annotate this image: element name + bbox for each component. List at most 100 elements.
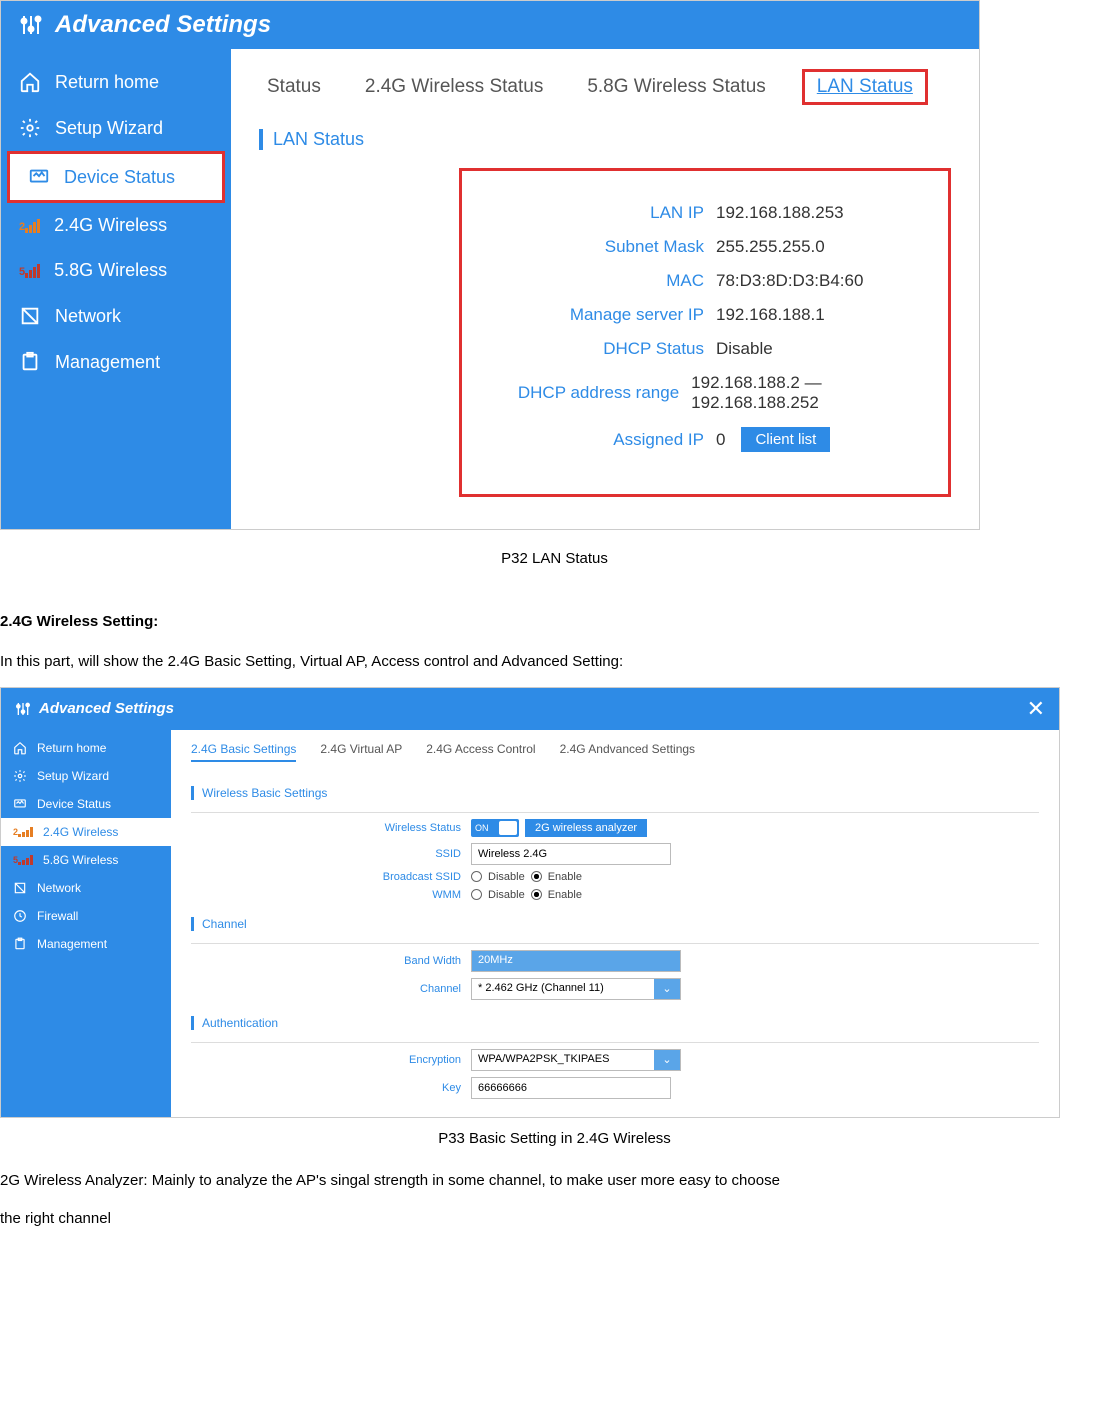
tab-access-control[interactable]: 2.4G Access Control <box>426 742 535 762</box>
lan-status-window: Advanced Settings Return home Setup Wiza… <box>0 0 980 530</box>
key-input[interactable] <box>471 1077 671 1099</box>
tabs: 2.4G Basic Settings 2.4G Virtual AP 2.4G… <box>191 742 1039 762</box>
content-area: Status 2.4G Wireless Status 5.8G Wireles… <box>231 49 979 529</box>
sidebar-item-management[interactable]: Management <box>1 339 231 385</box>
sidebar-item-return-home[interactable]: Return home <box>1 59 231 105</box>
sliders-icon <box>19 13 43 37</box>
section-channel-title: Channel <box>191 917 247 931</box>
wmm-enable-radio[interactable] <box>531 889 542 900</box>
assigned-ip-label: Assigned IP <box>486 430 716 450</box>
sidebar: Return home Setup Wizard Device Status 2… <box>1 49 231 529</box>
sidebar-label: Setup Wizard <box>37 769 109 783</box>
sidebar-label: 2.4G Wireless <box>43 825 118 839</box>
tab-basic-settings[interactable]: 2.4G Basic Settings <box>191 742 296 762</box>
tab-status[interactable]: Status <box>259 72 329 102</box>
analyzer-description-1: 2G Wireless Analyzer: Mainly to analyze … <box>0 1167 1109 1196</box>
dhcp-status-value: Disable <box>716 339 773 359</box>
sidebar-item-58g-wireless[interactable]: 5 5.8G Wireless <box>1 248 231 293</box>
signal-2g-icon: 2 <box>13 827 33 837</box>
broadcast-ssid-label: Broadcast SSID <box>191 871 471 883</box>
sidebar-item-network[interactable]: Network <box>1 293 231 339</box>
manage-server-value: 192.168.188.1 <box>716 305 825 325</box>
section-auth-title: Authentication <box>191 1016 278 1030</box>
home-icon <box>13 741 27 755</box>
lan-status-panel: LAN IP192.168.188.253 Subnet Mask255.255… <box>459 168 951 497</box>
tab-24g-status[interactable]: 2.4G Wireless Status <box>357 72 551 102</box>
sidebar-label: Management <box>37 937 107 951</box>
ssid-input[interactable] <box>471 843 671 865</box>
key-label: Key <box>191 1082 471 1094</box>
sidebar-label: Network <box>37 881 81 895</box>
encryption-select[interactable]: WPA/WPA2PSK_TKIPAES⌄ <box>471 1049 681 1071</box>
sidebar-label: 5.8G Wireless <box>43 853 118 867</box>
management-icon <box>19 351 41 373</box>
mac-label: MAC <box>486 271 716 291</box>
analyzer-description-2: the right channel <box>0 1205 1109 1234</box>
sidebar-label: Device Status <box>64 167 175 188</box>
signal-5g-icon: 5 <box>13 855 33 865</box>
tab-virtual-ap[interactable]: 2.4G Virtual AP <box>320 742 402 762</box>
figure-caption-2: P33 Basic Setting in 2.4G Wireless <box>0 1130 1109 1147</box>
section-title: LAN Status <box>259 129 951 150</box>
sidebar-item-firewall[interactable]: Firewall <box>1 902 171 930</box>
broadcast-ssid-radio-group: Disable Enable <box>471 871 582 883</box>
sidebar-item-setup-wizard[interactable]: Setup Wizard <box>1 762 171 790</box>
firewall-icon <box>13 909 27 923</box>
chevron-down-icon: ⌄ <box>654 1050 680 1070</box>
sidebar-item-device-status[interactable]: Device Status <box>1 790 171 818</box>
monitor-icon <box>13 797 27 811</box>
sidebar-label: Setup Wizard <box>55 118 163 139</box>
window-header: Advanced Settings <box>1 1 979 49</box>
section-basic-title: Wireless Basic Settings <box>191 786 327 800</box>
sidebar-item-setup-wizard[interactable]: Setup Wizard <box>1 105 231 151</box>
wireless-status-label: Wireless Status <box>191 822 471 834</box>
section-heading-24g: 2.4G Wireless Setting: <box>0 613 1109 630</box>
close-button[interactable]: ✕ <box>1027 696 1045 722</box>
wireless-status-toggle[interactable]: ON <box>471 819 519 837</box>
sidebar-label: Return home <box>37 741 106 755</box>
sidebar-label: Management <box>55 352 160 373</box>
tab-advanced-settings[interactable]: 2.4G Andvanced Settings <box>560 742 695 762</box>
wireless-24g-window: Advanced Settings ✕ Return home Setup Wi… <box>0 687 1060 1118</box>
wmm-radio-group: Disable Enable <box>471 889 582 901</box>
wmm-disable-radio[interactable] <box>471 889 482 900</box>
sidebar-item-24g-wireless[interactable]: 2 2.4G Wireless <box>1 818 171 846</box>
monitor-icon <box>28 166 50 188</box>
channel-select[interactable]: * 2.462 GHz (Channel 11)⌄ <box>471 978 681 1000</box>
tab-58g-status[interactable]: 5.8G Wireless Status <box>579 72 773 102</box>
bandwidth-select[interactable]: 20MHz <box>471 950 681 972</box>
tab-lan-status[interactable]: LAN Status <box>802 69 928 105</box>
management-icon <box>13 937 27 951</box>
sliders-icon <box>15 701 31 717</box>
sidebar-item-device-status[interactable]: Device Status <box>7 151 225 203</box>
sidebar-label: Return home <box>55 72 159 93</box>
lan-ip-label: LAN IP <box>486 203 716 223</box>
signal-5g-icon: 5 <box>19 264 40 278</box>
sidebar-label: Firewall <box>37 909 78 923</box>
client-list-button[interactable]: Client list <box>741 427 830 452</box>
header-title: Advanced Settings <box>55 11 271 39</box>
sidebar-item-management[interactable]: Management <box>1 930 171 958</box>
sidebar-item-network[interactable]: Network <box>1 874 171 902</box>
sidebar-label: Device Status <box>37 797 111 811</box>
gear-icon <box>13 769 27 783</box>
sidebar-label: 5.8G Wireless <box>54 260 167 281</box>
assigned-ip-value: 0 <box>716 430 725 450</box>
home-icon <box>19 71 41 93</box>
signal-2g-icon: 2 <box>19 219 40 233</box>
dhcp-range-value: 192.168.188.2 — 192.168.188.252 <box>691 373 924 413</box>
subnet-value: 255.255.255.0 <box>716 237 825 257</box>
gear-icon <box>19 117 41 139</box>
sidebar-item-24g-wireless[interactable]: 2 2.4G Wireless <box>1 203 231 248</box>
broadcast-disable-radio[interactable] <box>471 871 482 882</box>
wireless-analyzer-button[interactable]: 2G wireless analyzer <box>525 819 647 837</box>
content-area: 2.4G Basic Settings 2.4G Virtual AP 2.4G… <box>171 730 1059 1117</box>
sidebar-item-return-home[interactable]: Return home <box>1 734 171 762</box>
ssid-label: SSID <box>191 848 471 860</box>
manage-server-label: Manage server IP <box>486 305 716 325</box>
sidebar-item-58g-wireless[interactable]: 5 5.8G Wireless <box>1 846 171 874</box>
chevron-down-icon: ⌄ <box>654 979 680 999</box>
intro-text-24g: In this part, will show the 2.4G Basic S… <box>0 648 1109 677</box>
network-icon <box>13 881 27 895</box>
broadcast-enable-radio[interactable] <box>531 871 542 882</box>
